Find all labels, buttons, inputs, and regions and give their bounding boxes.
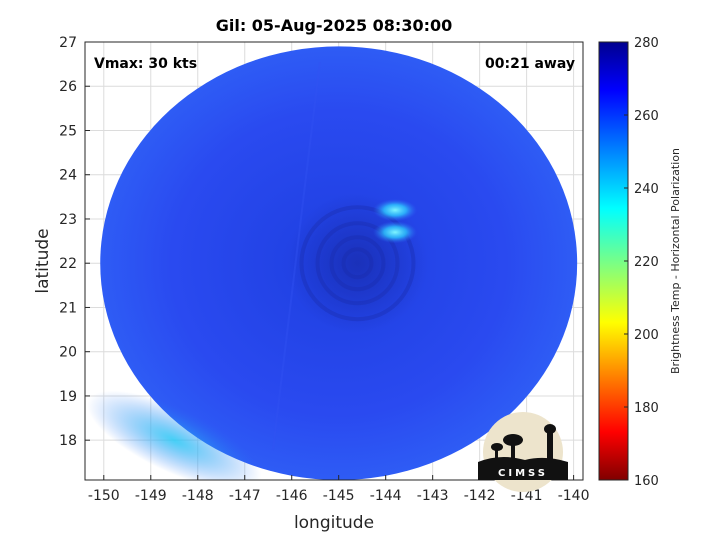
colorbar-tick-label: 260 — [634, 109, 659, 124]
spiral-band — [329, 235, 386, 292]
y-tick-label: 18 — [59, 433, 77, 449]
swath-features — [87, 61, 428, 480]
y-axis-ticks: 18 19 20 21 22 23 24 25 26 27 — [59, 35, 90, 449]
x-tick-label: -145 — [323, 488, 355, 504]
vmax-annotation: Vmax: 30 kts — [94, 56, 197, 72]
y-tick-label: 21 — [59, 300, 77, 316]
colorbar — [598, 41, 629, 481]
x-tick-label: -148 — [182, 488, 214, 504]
spiral-band — [315, 221, 400, 306]
y-tick-label: 26 — [59, 79, 77, 95]
x-axis-label: longitude — [294, 513, 374, 533]
y-tick-label: 23 — [59, 212, 77, 228]
y-tick-label: 22 — [59, 256, 77, 272]
y-tick-label: 20 — [59, 345, 77, 361]
cimss-logo: CIMSS — [478, 412, 568, 492]
colorbar-tick-label: 180 — [634, 401, 659, 416]
time-away-annotation: 00:21 away — [485, 56, 575, 72]
colorbar-label: Brightness Temp - Horizontal Polarizatio… — [669, 148, 682, 374]
swath-seam — [271, 61, 321, 451]
x-tick-label: -140 — [558, 488, 590, 504]
x-axis-ticks: -150 -149 -148 -147 -146 -145 -144 -143 -142 -141… — [88, 475, 590, 504]
colorbar-tick-label: 280 — [634, 36, 659, 51]
plot-frame — [84, 41, 584, 481]
warm-edge-region — [87, 390, 262, 480]
x-tick-label: -141 — [511, 488, 543, 504]
x-tick-label: -149 — [135, 488, 167, 504]
colorbar-tick-label: 160 — [634, 474, 659, 489]
colorbar-ticks: 160 180 200 220 240 260 280 — [624, 36, 659, 489]
x-tick-label: -150 — [88, 488, 120, 504]
swath-layer — [87, 46, 578, 480]
y-tick-label: 27 — [59, 35, 77, 51]
x-tick-label: -144 — [370, 488, 402, 504]
x-tick-label: -146 — [276, 488, 308, 504]
colorbar-tick-label: 200 — [634, 328, 659, 343]
spiral-band — [341, 247, 374, 280]
x-tick-label: -142 — [464, 488, 496, 504]
x-tick-label: -147 — [229, 488, 261, 504]
colorbar-tick-label: 220 — [634, 255, 659, 270]
y-axis-label: latitude — [33, 228, 53, 293]
spiral-band — [299, 205, 416, 322]
logo-text: CIMSS — [498, 468, 548, 479]
y-tick-label: 24 — [59, 168, 77, 184]
cold-convection-spot — [373, 199, 418, 222]
colorbar-tick-label: 240 — [634, 182, 659, 197]
x-tick-label: -143 — [417, 488, 449, 504]
y-tick-label: 25 — [59, 123, 77, 139]
cold-convection-spot — [373, 221, 418, 244]
logo-silhouette — [478, 424, 568, 480]
y-tick-label: 19 — [59, 389, 77, 405]
chart-title: Gil: 05-Aug-2025 08:30:00 — [216, 16, 453, 35]
